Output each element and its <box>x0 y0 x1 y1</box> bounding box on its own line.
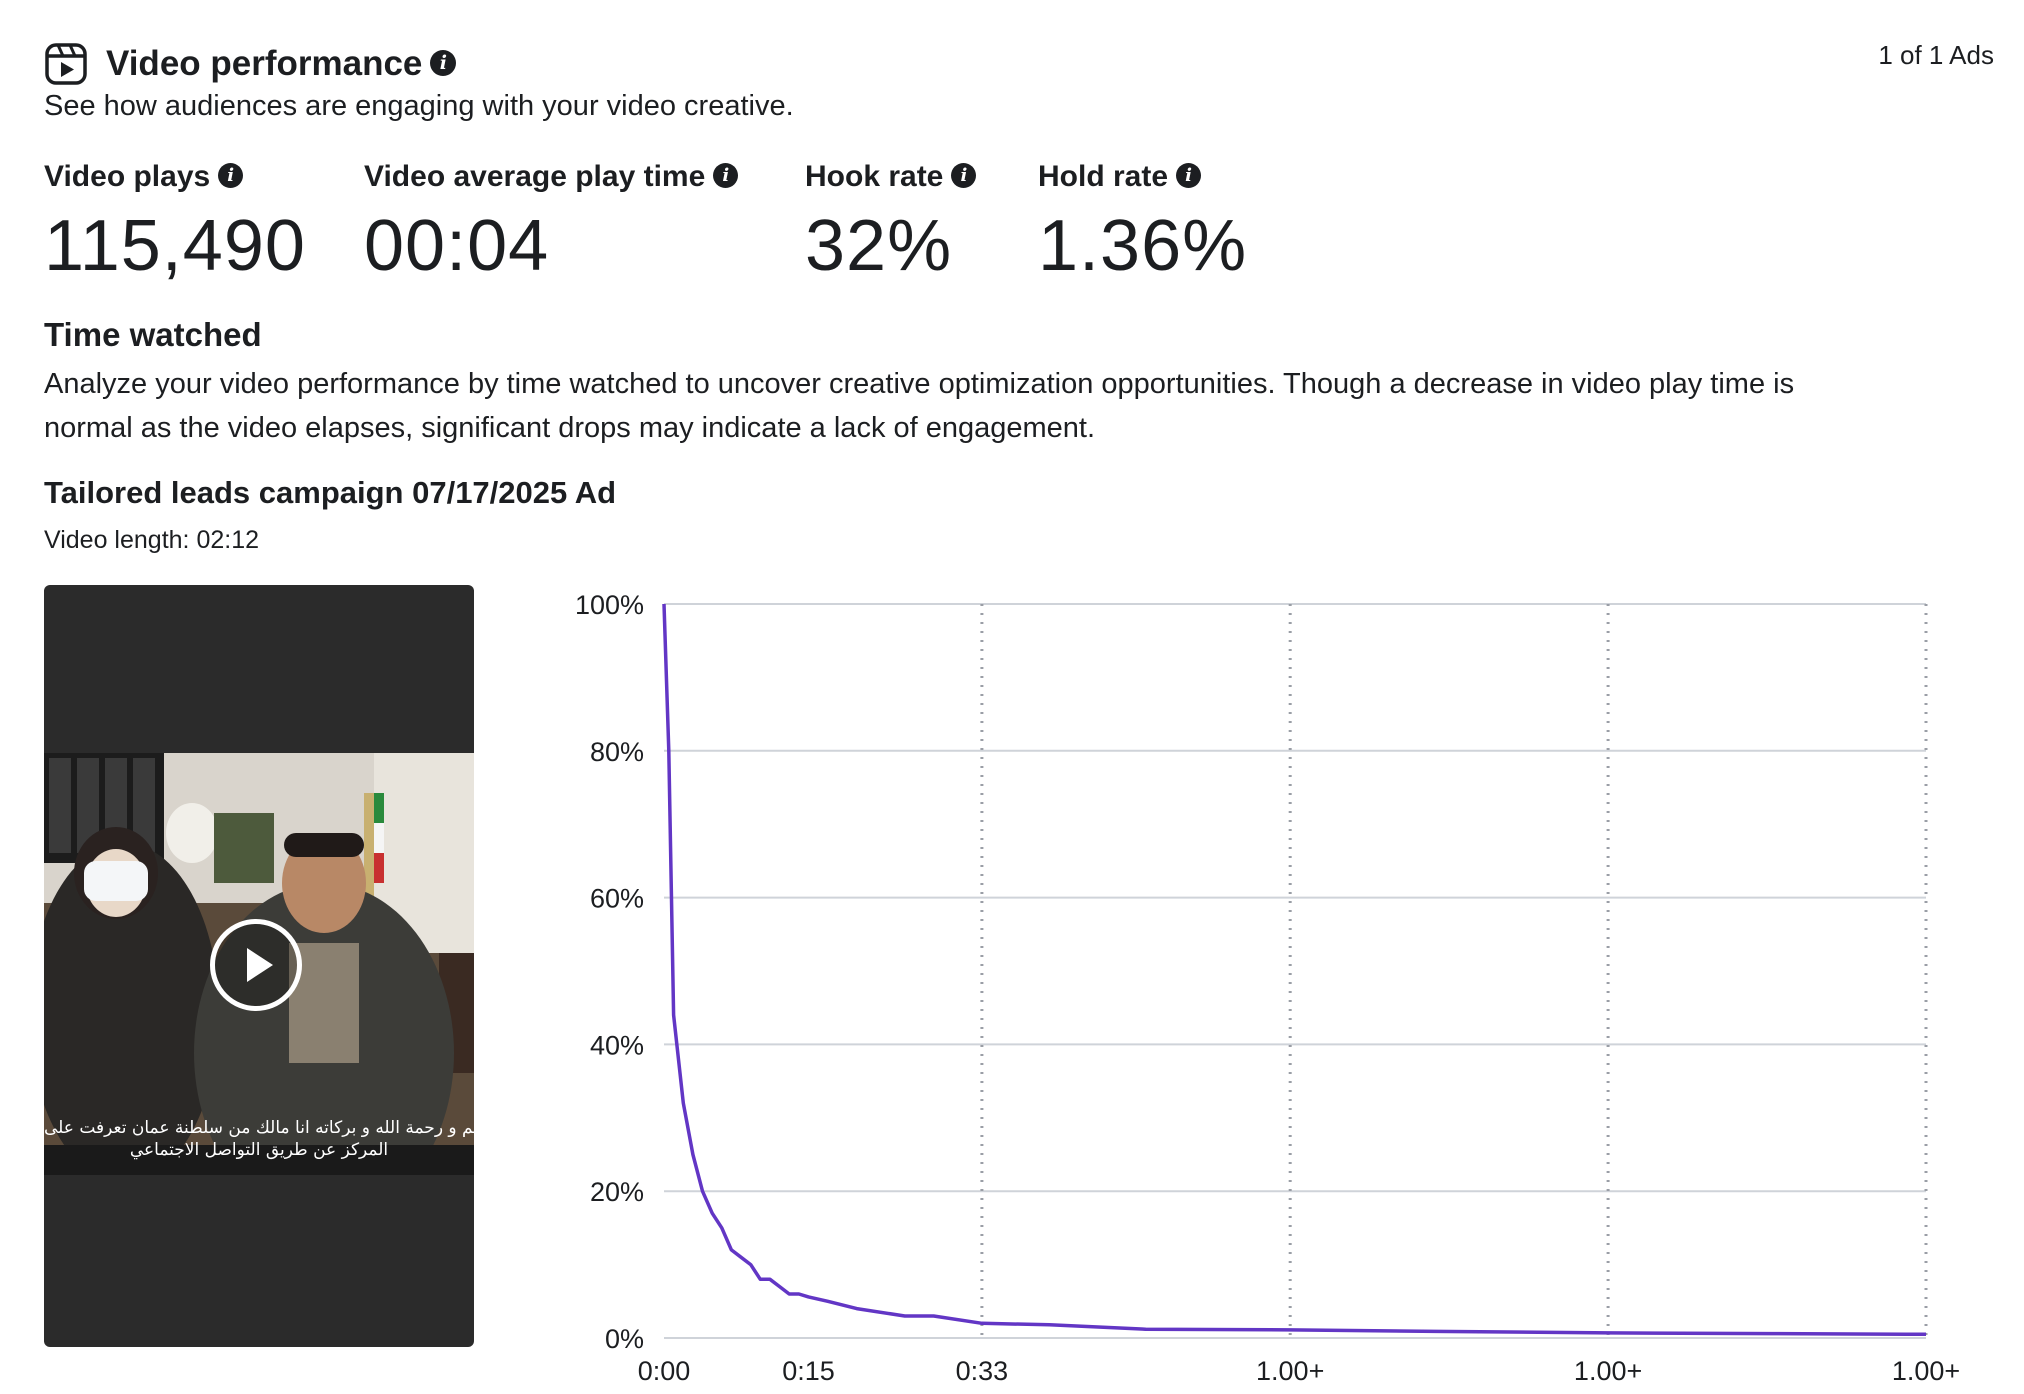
video-player[interactable]: السلام عليكم و رحمة الله و بركاته انا ما… <box>44 585 474 1347</box>
y-tick-label: 40% <box>590 1030 644 1060</box>
y-tick-label: 100% <box>575 590 644 620</box>
info-icon[interactable]: i <box>430 49 457 76</box>
x-tick-label: 0:15 <box>782 1356 835 1385</box>
page-title-text: Video performance <box>106 44 423 83</box>
metric-label-avg-play-time: Video average play time i <box>364 160 739 194</box>
metric-label-text: Video average play time <box>364 160 706 193</box>
metric-value-avg-play-time: 00:04 <box>364 206 550 286</box>
page-subtitle: See how audiences are engaging with your… <box>44 90 794 122</box>
x-tick-label: 1.00+ <box>1256 1356 1324 1385</box>
metric-value-video-plays: 115,490 <box>44 206 306 286</box>
metric-label-text: Video plays <box>44 160 211 193</box>
play-button[interactable] <box>210 919 302 1011</box>
metric-label-text: Hold rate <box>1038 160 1169 193</box>
x-tick-label: 1.00+ <box>1574 1356 1642 1385</box>
info-icon[interactable]: i <box>951 162 977 188</box>
retention-line <box>662 603 1927 1337</box>
ads-count: 1 of 1 Ads <box>1878 40 1994 70</box>
metric-label-video-plays: Video plays i <box>44 160 244 194</box>
info-icon[interactable]: i <box>1176 162 1202 188</box>
x-tick-label: 1.00+ <box>1892 1356 1960 1385</box>
ad-name: Tailored leads campaign 07/17/2025 Ad <box>44 475 617 510</box>
metric-label-hook-rate: Hook rate i <box>805 160 977 194</box>
video-caption-line: المركز عن طريق التواصل الاجتماعي <box>129 1140 389 1160</box>
y-tick-label: 0% <box>605 1324 644 1354</box>
video-caption: السلام عليكم و رحمة الله و بركاته انا ما… <box>44 1117 474 1161</box>
time-watched-chart: 0% 20% 40% 60% 80% 100% 0:00 0:15 0:33 1.00+ 1.00+… <box>575 590 1960 1385</box>
x-tick-label: 0:33 <box>956 1356 1009 1385</box>
metric-label-hold-rate: Hold rate i <box>1038 160 1202 194</box>
y-tick-label: 60% <box>590 884 644 914</box>
info-icon[interactable]: i <box>713 162 739 188</box>
play-icon <box>247 948 273 982</box>
section-description: Analyze your video performance by time w… <box>44 362 1944 450</box>
metric-label-text: Hook rate <box>805 160 944 193</box>
metric-value-hook-rate: 32% <box>805 206 953 286</box>
video-reel-icon <box>44 42 88 86</box>
x-tick-label: 0:00 <box>638 1356 691 1385</box>
section-description-line: Analyze your video performance by time w… <box>44 368 1795 400</box>
section-description-line: normal as the video elapses, significant… <box>44 412 1096 444</box>
metric-value-hold-rate: 1.36% <box>1038 206 1248 286</box>
section-title-time-watched: Time watched <box>44 316 262 353</box>
video-caption-line: السلام عليكم و رحمة الله و بركاته انا ما… <box>44 1118 474 1138</box>
info-icon[interactable]: i <box>218 162 244 188</box>
y-tick-label: 20% <box>590 1177 644 1207</box>
page-title: Video performance i <box>106 42 457 86</box>
video-length: Video length: 02:12 <box>44 526 260 554</box>
y-tick-label: 80% <box>590 737 644 767</box>
